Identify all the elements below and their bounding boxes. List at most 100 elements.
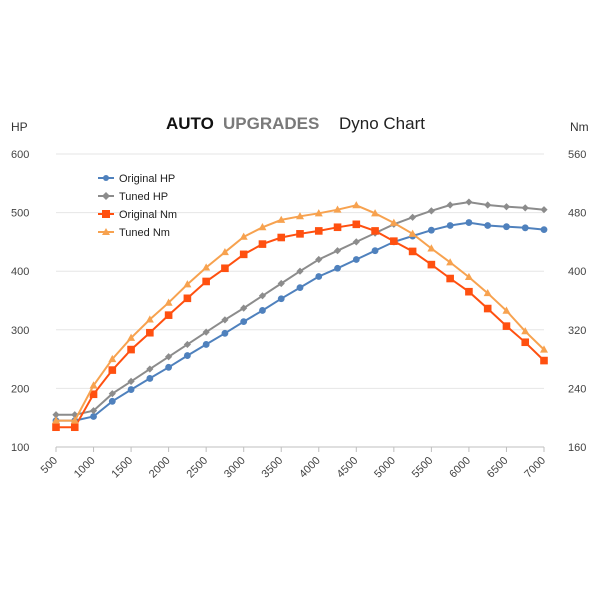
- data-point-original-hp: [503, 223, 510, 231]
- data-point-original-nm: [502, 322, 511, 330]
- right-axis-unit-label: Nm: [570, 120, 589, 134]
- data-point-tuned-hp: [333, 247, 342, 255]
- data-point-tuned-hp: [221, 316, 229, 324]
- data-point-original-nm: [465, 287, 473, 296]
- data-point-tuned-nm: [502, 306, 511, 314]
- data-point-original-hp: [90, 413, 97, 420]
- data-point-original-hp: [221, 329, 229, 337]
- data-point-tuned-nm: [483, 288, 492, 297]
- data-point-original-hp: [315, 273, 323, 280]
- data-point-tuned-hp: [71, 411, 79, 419]
- data-point-tuned-nm: [70, 416, 79, 424]
- data-point-original-nm: [408, 247, 417, 256]
- y-left-tick-label: 500: [11, 208, 29, 220]
- data-point-tuned-nm: [202, 263, 211, 271]
- data-point-tuned-nm: [258, 223, 267, 231]
- brand-name-auto: AUTO: [166, 114, 214, 133]
- data-point-tuned-nm: [52, 416, 60, 424]
- legend: Original HP Tuned HP Original Nm Tuned N…: [98, 173, 177, 239]
- x-axis-ticks: 500 1000 1500 2000 2500 3000 3500 4000 4500 5000 5…: [39, 447, 548, 480]
- legend-item-tuned-hp: Tuned HP: [98, 191, 168, 203]
- y-left-tick-label: 300: [11, 325, 29, 337]
- data-point-original-nm: [483, 304, 492, 313]
- data-point-original-hp: [240, 318, 248, 325]
- data-point-tuned-hp: [446, 201, 454, 209]
- x-tick-label: 5500: [410, 455, 436, 481]
- y-left-tick-label: 600: [11, 149, 29, 161]
- data-point-original-nm: [108, 366, 117, 374]
- series-original-nm: [52, 220, 548, 432]
- x-tick-label: 4000: [297, 455, 323, 481]
- data-point-original-nm: [183, 294, 192, 303]
- data-point-tuned-nm: [239, 232, 248, 240]
- data-point-tuned-hp: [277, 279, 285, 288]
- data-point-tuned-hp: [409, 213, 417, 221]
- data-point-original-hp: [146, 375, 154, 382]
- data-point-tuned-hp: [521, 204, 529, 212]
- legend-item-original-hp: Original HP: [98, 173, 175, 185]
- data-point-original-nm: [277, 233, 286, 242]
- data-point-tuned-nm: [127, 333, 136, 341]
- data-point-tuned-hp: [127, 377, 135, 385]
- data-point-original-nm: [70, 423, 79, 432]
- data-point-tuned-nm: [296, 212, 304, 220]
- legend-label-tuned-hp: Tuned HP: [119, 191, 168, 203]
- left-axis-unit-label: HP: [11, 120, 28, 134]
- legend-marker-original-nm: [102, 210, 110, 218]
- legend-marker-tuned-hp: [102, 192, 110, 200]
- data-point-tuned-nm: [408, 229, 417, 237]
- x-tick-label: 7000: [522, 455, 548, 481]
- chart-subtitle: Dyno Chart: [339, 114, 425, 133]
- data-point-original-hp: [127, 386, 135, 393]
- data-point-original-nm: [146, 328, 154, 337]
- y-right-tick-label: 320: [568, 325, 586, 337]
- data-point-original-nm: [221, 264, 229, 273]
- y-right-tick-label: 400: [568, 266, 586, 278]
- data-point-original-nm: [352, 220, 361, 229]
- data-point-tuned-hp: [146, 365, 154, 373]
- data-point-original-nm: [89, 390, 98, 399]
- data-point-original-hp: [484, 222, 492, 229]
- data-point-original-nm: [333, 223, 342, 232]
- data-point-tuned-hp: [89, 407, 98, 415]
- data-point-tuned-nm: [446, 258, 455, 266]
- brand-name-upgrades: UPGRADES: [223, 114, 319, 133]
- data-point-original-nm: [258, 240, 267, 248]
- data-point-original-hp: [108, 397, 116, 405]
- data-point-original-nm: [202, 277, 210, 286]
- data-point-original-hp: [465, 219, 473, 226]
- data-point-original-hp: [371, 247, 379, 255]
- data-point-tuned-hp: [296, 267, 304, 275]
- y-left-tick-label: 100: [11, 442, 29, 454]
- x-tick-label: 5000: [372, 455, 398, 481]
- legend-label-original-nm: Original Nm: [119, 209, 177, 221]
- data-point-tuned-nm: [314, 209, 323, 217]
- y-left-tick-label: 400: [11, 266, 29, 278]
- data-point-original-nm: [390, 237, 398, 245]
- series-tuned-nm: [52, 201, 548, 424]
- data-point-tuned-nm: [220, 247, 229, 256]
- right-axis-ticks: 160 240 320 400 480 560: [568, 149, 586, 454]
- data-point-original-nm: [427, 260, 436, 269]
- data-point-tuned-nm: [164, 298, 173, 306]
- data-point-tuned-nm: [464, 272, 473, 281]
- data-point-original-nm: [164, 311, 173, 319]
- data-point-original-hp: [334, 264, 341, 272]
- legend-label-tuned-nm: Tuned Nm: [119, 227, 170, 239]
- data-point-tuned-hp: [315, 255, 323, 264]
- y-right-tick-label: 240: [568, 383, 586, 395]
- data-point-tuned-hp: [502, 203, 511, 211]
- x-tick-label: 1500: [109, 455, 135, 481]
- data-point-tuned-nm: [277, 215, 286, 223]
- data-point-tuned-hp: [484, 201, 492, 209]
- x-tick-label: 2500: [184, 455, 210, 481]
- data-point-tuned-hp: [352, 238, 360, 246]
- data-point-original-hp: [183, 352, 191, 359]
- data-point-tuned-hp: [202, 328, 210, 336]
- data-point-original-nm: [371, 227, 379, 235]
- x-tick-label: 4500: [335, 455, 361, 481]
- series-line-original-nm: [56, 223, 545, 429]
- data-point-original-hp: [259, 307, 266, 314]
- x-tick-label: 3500: [260, 455, 286, 481]
- data-point-tuned-nm: [183, 280, 192, 288]
